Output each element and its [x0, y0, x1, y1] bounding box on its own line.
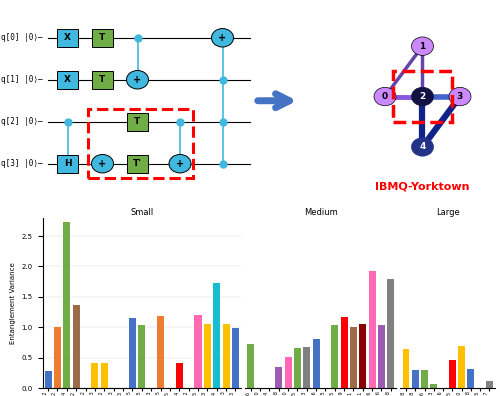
Title: Medium: Medium	[304, 208, 338, 217]
Text: +: +	[98, 159, 106, 169]
Bar	[312, 339, 320, 388]
Text: H: H	[64, 159, 72, 168]
Bar	[392, 71, 452, 122]
Text: IBMQ-Yorktown: IBMQ-Yorktown	[375, 182, 470, 192]
Bar	[430, 384, 438, 388]
Text: T': T'	[133, 159, 142, 168]
Circle shape	[412, 37, 434, 55]
Bar	[157, 316, 164, 388]
FancyBboxPatch shape	[92, 29, 113, 47]
Text: T: T	[134, 117, 140, 126]
Bar	[458, 345, 465, 388]
Bar	[101, 363, 108, 388]
Text: q[3] |0⟩—: q[3] |0⟩—	[1, 159, 42, 168]
Text: X: X	[64, 33, 71, 42]
Bar	[378, 325, 385, 388]
Circle shape	[449, 87, 471, 106]
Bar	[332, 325, 338, 388]
Bar	[213, 283, 220, 388]
Bar	[294, 348, 301, 388]
FancyBboxPatch shape	[92, 71, 113, 89]
Text: q[1] |0⟩—: q[1] |0⟩—	[1, 75, 42, 84]
Bar	[412, 370, 418, 388]
Bar	[72, 305, 80, 388]
Title: Small: Small	[130, 208, 154, 217]
Text: +: +	[218, 33, 226, 43]
Bar	[176, 363, 183, 388]
Bar	[486, 381, 493, 388]
Circle shape	[212, 29, 234, 47]
Bar	[129, 318, 136, 388]
Bar	[204, 324, 211, 388]
Text: +: +	[176, 159, 184, 169]
FancyBboxPatch shape	[127, 155, 148, 173]
Bar	[275, 367, 282, 388]
Bar	[421, 370, 428, 388]
Circle shape	[126, 70, 148, 89]
FancyBboxPatch shape	[57, 71, 78, 89]
Text: 2: 2	[420, 92, 426, 101]
Circle shape	[412, 87, 434, 106]
Text: 4: 4	[420, 143, 426, 151]
Y-axis label: Entanglement Variance: Entanglement Variance	[10, 262, 16, 344]
Bar	[284, 357, 292, 388]
Text: 1: 1	[420, 42, 426, 51]
Circle shape	[412, 138, 434, 156]
Bar	[368, 271, 376, 388]
Text: +: +	[134, 75, 141, 85]
Bar	[449, 360, 456, 388]
FancyBboxPatch shape	[57, 29, 78, 47]
Bar	[138, 325, 145, 388]
Bar	[92, 363, 98, 388]
Bar	[247, 344, 254, 388]
Circle shape	[374, 87, 396, 106]
Bar	[54, 327, 61, 388]
Bar	[340, 317, 347, 388]
Text: T: T	[100, 33, 105, 42]
Bar	[88, 109, 192, 178]
Bar	[194, 315, 202, 388]
Circle shape	[92, 154, 114, 173]
Text: X: X	[64, 75, 71, 84]
Text: q[2] |0⟩—: q[2] |0⟩—	[1, 117, 42, 126]
Bar	[64, 222, 70, 388]
Text: q[0] |0⟩—: q[0] |0⟩—	[1, 33, 42, 42]
Bar	[304, 347, 310, 388]
Bar	[350, 327, 357, 388]
Bar	[44, 371, 52, 388]
Circle shape	[169, 154, 191, 173]
Bar	[222, 324, 230, 388]
Bar	[388, 279, 394, 388]
Text: 0: 0	[382, 92, 388, 101]
Bar	[232, 328, 239, 388]
Bar	[402, 349, 409, 388]
Title: Large: Large	[436, 208, 460, 217]
Text: T: T	[100, 75, 105, 84]
Bar	[468, 369, 474, 388]
Bar	[360, 324, 366, 388]
FancyBboxPatch shape	[57, 155, 78, 173]
Text: 3: 3	[457, 92, 463, 101]
FancyBboxPatch shape	[127, 113, 148, 131]
